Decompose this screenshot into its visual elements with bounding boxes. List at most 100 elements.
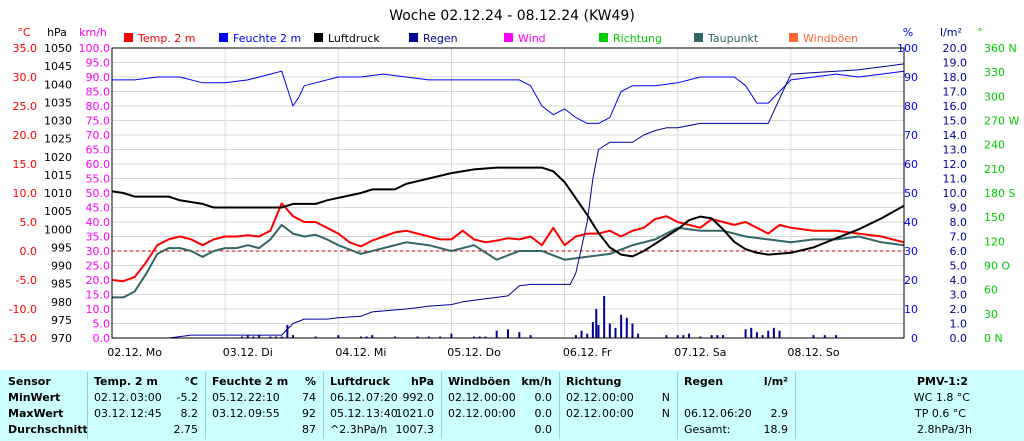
stats-sensor-column: Sensor MinWert MaxWert Durchschnitt xyxy=(0,370,88,441)
pressure-max-value: 1021.0 xyxy=(395,407,435,420)
wind-tick: 55.0 xyxy=(86,173,111,186)
rain-tick: 4.0 xyxy=(950,274,968,287)
temp-tick: 20.0 xyxy=(13,129,38,142)
legend-swatch-7 xyxy=(789,33,798,42)
direction-max-date: 02.12. xyxy=(566,407,601,420)
rain-tick: 12.0 xyxy=(943,158,968,171)
temp-min-value: -5.2 xyxy=(176,391,198,404)
direction-min-date: 02.12. xyxy=(566,391,601,404)
pressure-tick: 1050 xyxy=(44,42,72,55)
statistics-panel: Sensor MinWert MaxWert Durchschnitt Temp… xyxy=(0,370,1024,441)
wind-tick: 65.0 xyxy=(86,144,111,157)
humidity-tick: 10 xyxy=(904,303,918,316)
temp-tick: 0.0 xyxy=(20,245,38,258)
stats-divider xyxy=(677,372,678,439)
wind-tick: 75.0 xyxy=(86,115,111,128)
pressure-max-date: 05.12. xyxy=(330,407,365,420)
rain-tick: 8.0 xyxy=(950,216,968,229)
humidity-max-time: 09:55 xyxy=(248,407,280,420)
temp-tick: -5.0 xyxy=(16,274,37,287)
pressure-tick: 990 xyxy=(51,260,72,273)
gusts-min-time: 00:00 xyxy=(484,391,516,404)
pressure-avg-value: 1007.3 xyxy=(395,423,435,436)
series-line-taupunkt xyxy=(112,223,905,299)
legend-label-3: Regen xyxy=(423,32,458,45)
row-label-avg: Durchschnitt xyxy=(8,423,88,436)
rain-tick: 17.0 xyxy=(943,86,968,99)
wind-tick: 50.0 xyxy=(86,187,111,200)
legend-swatch-6 xyxy=(694,33,703,42)
legend-swatch-0 xyxy=(124,33,133,42)
rain-tick: 20.0 xyxy=(943,42,968,55)
humidity-tick: 0 xyxy=(911,332,918,345)
legend-label-4: Wind xyxy=(518,32,546,45)
stats-direction-column: Richtung 02.12. 00:00 N 02.12. 00:00 N xyxy=(560,370,676,441)
pmv-dewpoint: TP 0.6 °C xyxy=(914,407,966,420)
wind-tick: 90.0 xyxy=(86,71,111,84)
direction-header: Richtung xyxy=(566,375,622,388)
pmv-trend: 2.8hPa/3h xyxy=(916,423,972,436)
pressure-unit-label: hPa xyxy=(47,26,67,39)
rain-tick: 0.0 xyxy=(950,332,968,345)
direction-tick: 60 xyxy=(984,284,998,297)
direction-max-time: 00:00 xyxy=(602,407,634,420)
temp-tick: -15.0 xyxy=(9,332,37,345)
rain-unit-label: l/m² xyxy=(940,26,962,39)
pressure-tick: 1045 xyxy=(44,60,72,73)
humidity-tick: 100 xyxy=(897,42,918,55)
pmv-header: PMV-1:2 xyxy=(917,375,968,388)
temp-max-value: 8.2 xyxy=(180,407,199,420)
wind-tick: 95.0 xyxy=(86,57,111,70)
pressure-header: Luftdruck xyxy=(330,375,390,388)
pressure-min-time: 07:20 xyxy=(366,391,398,404)
humidity-unit: % xyxy=(304,375,316,388)
humidity-tick: 70 xyxy=(904,129,918,142)
temp-min-date: 02.12. xyxy=(94,391,129,404)
direction-tick: 0 N xyxy=(984,332,1003,345)
humidity-tick: 20 xyxy=(904,274,918,287)
direction-tick: 330 xyxy=(984,66,1005,79)
rain-total-label: Gesamt: xyxy=(684,423,731,436)
gusts-min-value: 0.0 xyxy=(534,391,553,404)
rain-tick: 1.0 xyxy=(950,318,968,331)
x-axis-ticks: 02.12. Mo 03.12. Di 04.12. Mi 05.12. Do 06.1… xyxy=(107,346,840,359)
rain-tick: 15.0 xyxy=(943,115,968,128)
rain-tick: 13.0 xyxy=(943,144,968,157)
temp-tick: 30.0 xyxy=(13,71,38,84)
gusts-max-value: 0.0 xyxy=(534,407,553,420)
x-tick-label: 08.12. So xyxy=(787,346,839,359)
pressure-tick: 975 xyxy=(51,314,72,327)
legend-label-1: Feuchte 2 m xyxy=(233,32,301,45)
x-tick-label: 07.12. Sa xyxy=(674,346,726,359)
rain-tick: 7.0 xyxy=(950,231,968,244)
gusts-avg-value: 0.0 xyxy=(534,423,553,436)
direction-tick: 150 xyxy=(984,211,1005,224)
rain-tick: 2.0 xyxy=(950,303,968,316)
wind-tick: 5.0 xyxy=(93,318,111,331)
pressure-tick: 1015 xyxy=(44,169,72,182)
direction-tick: 180 S xyxy=(984,187,1015,200)
series-line-feuchte-2-m xyxy=(112,70,905,124)
stats-temp-column: Temp. 2 m °C 02.12. 03:00 -5.2 03.12. 12… xyxy=(88,370,204,441)
temp-max-time: 12:45 xyxy=(130,407,162,420)
humidity-max-date: 03.12. xyxy=(212,407,247,420)
rain-tick: 11.0 xyxy=(943,173,968,186)
legend: Temp. 2 m Feuchte 2 m Luftdruck Regen Wind Ri… xyxy=(124,32,858,45)
humidity-max-value: 92 xyxy=(302,407,316,420)
rain-tick: 9.0 xyxy=(950,202,968,215)
x-tick-label: 03.12. Di xyxy=(223,346,273,359)
wind-tick: 45.0 xyxy=(86,202,111,215)
stats-gusts-column: Windböen km/h 02.12. 00:00 0.0 02.12. 00… xyxy=(442,370,558,441)
legend-label-0: Temp. 2 m xyxy=(137,32,196,45)
pressure-tick: 1020 xyxy=(44,151,72,164)
pressure-tick: 1010 xyxy=(44,187,72,200)
pressure-tick: 985 xyxy=(51,278,72,291)
direction-min-time: 00:00 xyxy=(602,391,634,404)
x-tick-label: 04.12. Mi xyxy=(335,346,386,359)
temp-tick: 5.0 xyxy=(20,216,38,229)
rain-max-value: 2.9 xyxy=(770,407,789,420)
series-line-temp-2-m xyxy=(111,202,905,283)
direction-tick: 240 xyxy=(984,139,1005,152)
legend-swatch-5 xyxy=(599,33,608,42)
